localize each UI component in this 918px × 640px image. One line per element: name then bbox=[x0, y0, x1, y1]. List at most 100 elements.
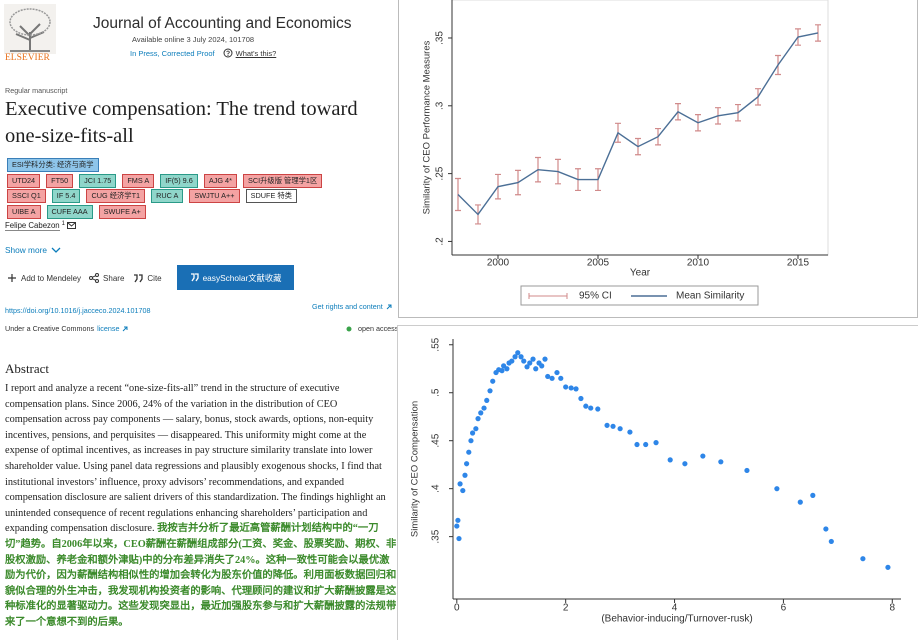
show-more[interactable]: Show more bbox=[5, 245, 61, 255]
tag: CUG 经济学T1 bbox=[86, 189, 146, 203]
easyscholar-button[interactable]: easyScholar文献收藏 bbox=[177, 265, 294, 290]
action-cite[interactable]: Cite bbox=[147, 273, 162, 283]
scatter-point bbox=[595, 406, 601, 412]
tag: ESI学科分类: 经济与商学 bbox=[7, 158, 99, 172]
scatter-point bbox=[456, 535, 462, 542]
author-row: Felipe Cabezon 1 bbox=[5, 221, 76, 231]
help-icon bbox=[223, 48, 233, 58]
scatter-point bbox=[627, 429, 633, 435]
show-more-label[interactable]: Show more bbox=[5, 245, 47, 255]
article-title: Executive compensation: The trend toward… bbox=[5, 98, 358, 147]
scatter-point bbox=[473, 426, 479, 432]
scatter-point bbox=[466, 449, 472, 455]
y-axis-label: Similarity of CEO Performance Measures bbox=[422, 40, 433, 214]
scatter-point bbox=[455, 517, 461, 523]
tag: RUC A bbox=[151, 189, 184, 203]
author[interactable]: Felipe Cabezon bbox=[5, 221, 60, 231]
x-tick-label: 2000 bbox=[487, 258, 510, 269]
x-tick-label: 2 bbox=[563, 603, 569, 614]
tag: AJG 4* bbox=[203, 173, 237, 188]
chevron-icon bbox=[51, 247, 61, 253]
scatter-point bbox=[634, 441, 640, 448]
scatter-point bbox=[545, 373, 551, 380]
legend-label: Mean Similarity bbox=[676, 291, 744, 302]
abstract-chinese: 我按吉并分析了最近高管薪酬计划结构中的“一刀切”趋势。自2006年以来，CEO薪… bbox=[5, 523, 397, 628]
tag: SWJTU A++ bbox=[189, 189, 240, 203]
scatter-point bbox=[554, 369, 560, 376]
y-axis-label: Similarity of CEO Compensation bbox=[410, 401, 421, 537]
scatter-point bbox=[563, 384, 569, 390]
scatter-point bbox=[518, 354, 524, 360]
article-type: Regular manuscript bbox=[5, 86, 68, 95]
error-bar bbox=[815, 24, 821, 42]
scatter-point bbox=[667, 457, 673, 463]
scatter-point bbox=[462, 472, 468, 478]
email-icon[interactable] bbox=[66, 222, 76, 230]
scatter-point bbox=[524, 364, 530, 370]
scatter-point bbox=[490, 378, 496, 384]
external-icon bbox=[386, 304, 392, 309]
open-access: open access bbox=[346, 324, 398, 333]
scatter-point bbox=[464, 461, 470, 467]
cite-icon bbox=[134, 274, 144, 283]
scatter-point bbox=[515, 350, 521, 356]
add-icon bbox=[8, 274, 16, 282]
easyscholar-label[interactable]: easyScholar文献收藏 bbox=[202, 272, 282, 283]
scatter-point bbox=[512, 354, 518, 360]
x-axis-label: Year bbox=[630, 268, 651, 279]
scatter-point bbox=[797, 499, 803, 505]
legend-swatch bbox=[528, 293, 568, 299]
y-tick-label: .45 bbox=[431, 433, 442, 447]
license-link[interactable]: license bbox=[97, 324, 120, 333]
tag: IF 5.4 bbox=[51, 189, 81, 203]
tag-row: UIBE A CUFE AAA SWUFE A+ bbox=[7, 204, 328, 221]
scatter-point bbox=[499, 368, 505, 374]
scatter-point bbox=[478, 410, 484, 416]
scatter-point bbox=[469, 430, 476, 436]
scatter-point bbox=[475, 416, 481, 422]
scatter-point bbox=[610, 423, 616, 429]
open-access-dot bbox=[346, 326, 352, 331]
scatter-point bbox=[468, 438, 474, 444]
tag-row: SSCI Q1 IF 5.4 CUG 经济学T1 RUC A SWJTU A++ SDUF… bbox=[7, 189, 328, 205]
legend-label: 95% CI bbox=[579, 291, 612, 302]
scatter-point bbox=[588, 405, 594, 411]
x-tick-label: 2010 bbox=[687, 258, 710, 269]
tag: JCI 1.75 bbox=[79, 173, 117, 188]
scatter-point bbox=[460, 487, 466, 494]
scatter-point bbox=[604, 422, 610, 428]
chart-panel: .35 .4 .45 .5 .55 0 2 4 6 8 Similarity of CEO Comp… bbox=[397, 325, 918, 640]
tag: UIBE A bbox=[7, 204, 41, 219]
scatter-point bbox=[744, 467, 750, 474]
rights-label[interactable]: Get rights and content bbox=[312, 302, 383, 311]
scatter-point bbox=[504, 366, 510, 372]
action-share[interactable]: Share bbox=[103, 273, 125, 283]
doi-link[interactable]: https://doi.org/10.1016/j.jacceco.2024.1… bbox=[5, 306, 151, 315]
x-axis-label: (Behavior-inducing/Turnover-rusk) bbox=[601, 614, 752, 625]
scatter-point bbox=[542, 356, 548, 362]
scatter-point bbox=[682, 461, 688, 467]
scatter-point bbox=[549, 375, 555, 381]
tag-row: UTD24 FT50 JCI 1.75 FMS A IF(5) 9.6 AJG 4* SCI… bbox=[7, 173, 328, 190]
x-tick-label: 6 bbox=[781, 603, 787, 614]
tag: UTD24 bbox=[7, 173, 41, 188]
scatter-point bbox=[823, 526, 829, 532]
y-tick-label: .3 bbox=[435, 101, 446, 110]
scatter-point bbox=[484, 397, 490, 404]
journal-name[interactable]: Journal of Accounting and Economics bbox=[93, 15, 352, 32]
tag-row: ESI学科分类: 经济与商学 bbox=[7, 158, 328, 174]
abstract-english: I report and analyze a recent “one-size-… bbox=[5, 383, 386, 535]
scatter-point bbox=[860, 556, 866, 562]
scatter-point bbox=[643, 441, 649, 448]
license-prefix: Under a Creative Commons bbox=[5, 324, 95, 333]
status-row: In Press, Corrected Proof What's this? bbox=[130, 48, 276, 58]
license-row: Under a Creative Commons license bbox=[5, 324, 129, 333]
action-mendeley[interactable]: Add to Mendeley bbox=[21, 273, 82, 283]
scatter-point bbox=[527, 360, 533, 366]
whats-this[interactable]: What's this? bbox=[235, 48, 277, 58]
scatter-point bbox=[539, 363, 545, 369]
x-tick-label: 2015 bbox=[787, 258, 810, 269]
rights-link[interactable]: Get rights and content bbox=[312, 302, 393, 311]
y-tick-label: .5 bbox=[431, 388, 442, 397]
